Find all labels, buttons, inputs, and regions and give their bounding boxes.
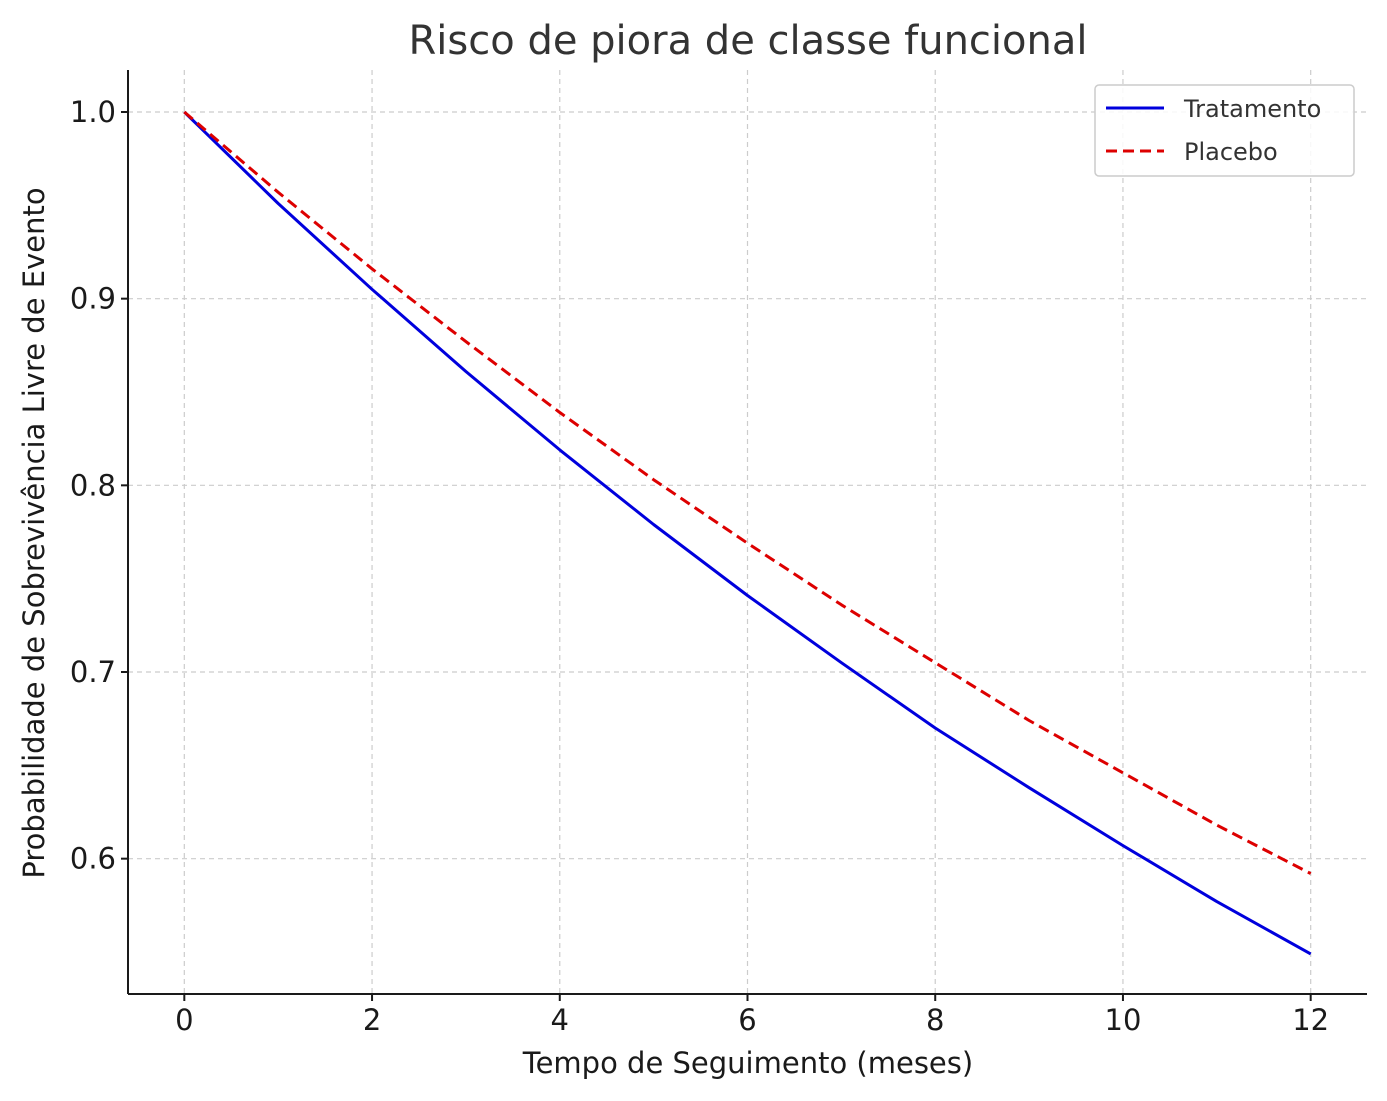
x-tick-label: 6 [738,1003,756,1037]
y-axis-label: Probabilidade de Sobrevivência Livre de … [17,187,51,878]
x-tick-label: 10 [1105,1003,1142,1037]
y-tick-label: 0.7 [70,655,116,689]
y-tick-label: 0.9 [70,282,116,316]
chart-title: Risco de piora de classe funcional [409,18,1088,64]
x-tick-label: 12 [1292,1003,1329,1037]
legend-label-placebo: Placebo [1184,138,1278,166]
x-tick-label: 2 [363,1003,381,1037]
y-tick-label: 1.0 [70,95,116,129]
y-tick-label: 0.6 [70,842,116,876]
x-axis-label: Tempo de Seguimento (meses) [522,1046,973,1080]
x-tick-label: 8 [926,1003,944,1037]
series-line-tratamento [183,110,1312,956]
x-tick-label: 0 [175,1003,193,1037]
grid [128,70,1367,994]
series-line-placebo [183,110,1312,875]
x-axis-ticks: 0 2 4 6 8 10 12 [175,994,1329,1037]
x-tick-label: 4 [551,1003,569,1037]
series-lines [183,110,1312,956]
y-axis-ticks: 0.6 0.7 0.8 0.9 1.0 [70,95,128,876]
y-tick-label: 0.8 [70,468,116,502]
legend: Tratamento Placebo [1094,84,1355,177]
legend-label-tratamento: Tratamento [1183,95,1321,123]
